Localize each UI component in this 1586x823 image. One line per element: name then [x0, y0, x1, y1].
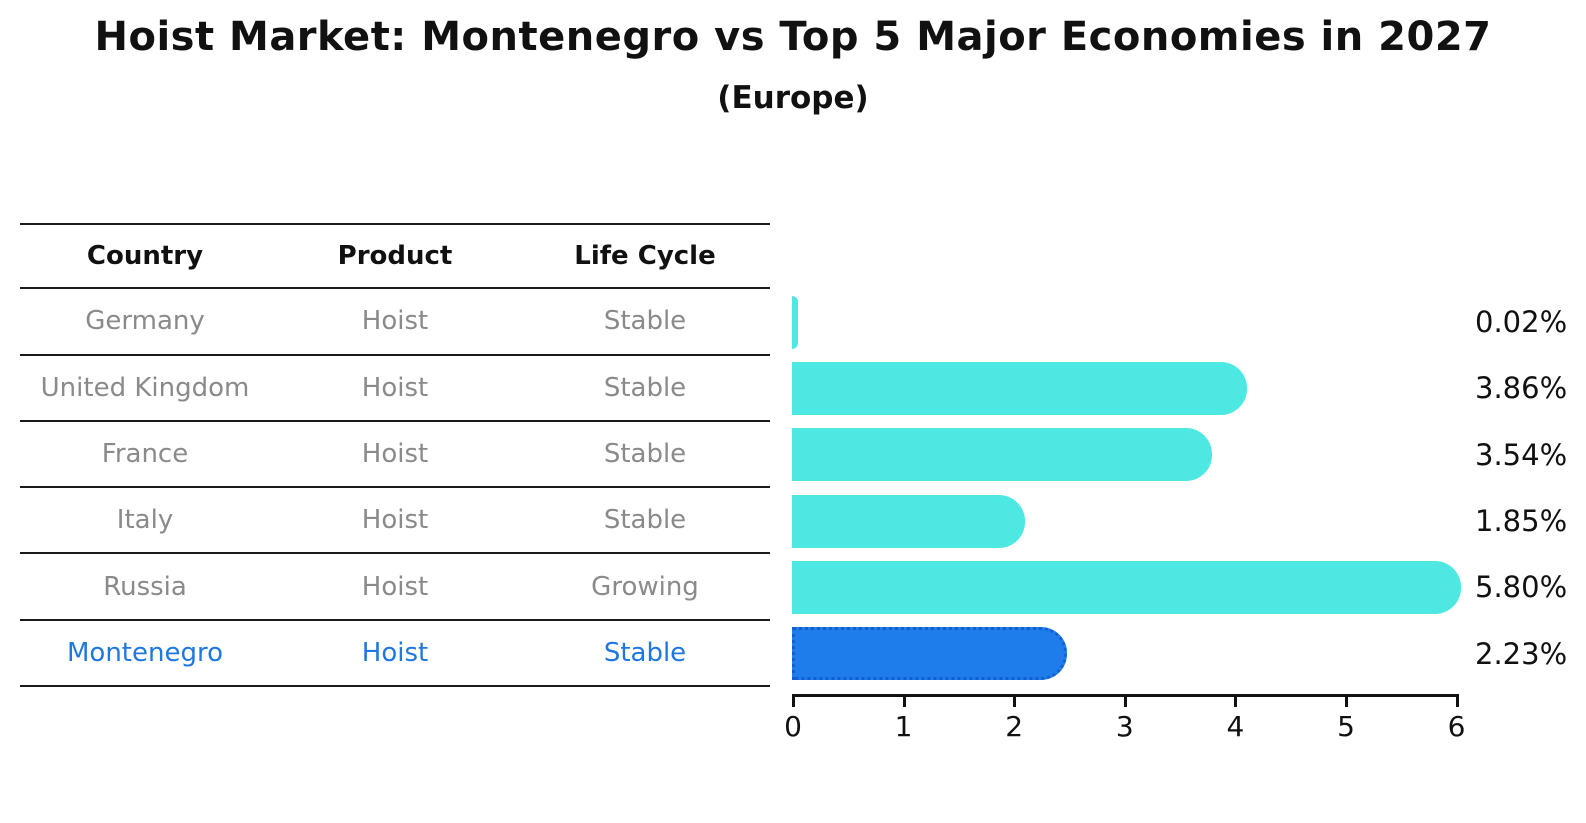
bar-value-label: 3.54%: [1475, 437, 1568, 472]
x-axis-tick: [1345, 697, 1348, 707]
table-cell-lifecycle: Stable: [603, 372, 687, 403]
table-cell-country: Italy: [116, 505, 174, 536]
country-table: Country Product Life Cycle Germany Hoist…: [20, 223, 770, 688]
table-cell-lifecycle: Stable: [603, 505, 687, 536]
x-axis-tick-label: 2: [1005, 710, 1024, 743]
table-row: Russia Hoist Growing: [20, 554, 770, 621]
table-row: United Kingdom Hoist Stable: [20, 356, 770, 422]
table-cell-lifecycle: Stable: [603, 439, 687, 470]
x-axis-tick-label: 1: [894, 710, 913, 743]
bar-value-label: 5.80%: [1475, 570, 1568, 605]
x-axis-tick: [792, 697, 795, 707]
table-header-lifecycle: Life Cycle: [574, 241, 716, 272]
x-axis-tick-label: 5: [1337, 710, 1355, 743]
table-cell-product: Hoist: [361, 306, 429, 337]
table-cell-product: Hoist: [361, 505, 429, 536]
chart-subtitle: (Europe): [717, 80, 869, 116]
x-axis-tick: [902, 697, 906, 707]
bar-united-kingdom: [792, 361, 1247, 415]
table-cell-country: France: [101, 439, 189, 470]
bar-value-label: 3.86%: [1475, 371, 1568, 406]
x-axis-tick: [1123, 697, 1127, 707]
x-axis-tick: [1455, 697, 1459, 707]
bar-germany: [792, 295, 798, 349]
table-body: Germany Hoist Stable United Kingdom Hois…: [20, 289, 770, 688]
table-row: France Hoist Stable: [20, 422, 770, 489]
table-cell-product: Hoist: [361, 439, 429, 470]
table-cell-lifecycle: Stable: [603, 637, 687, 668]
bar-montenegro: [792, 627, 1067, 681]
table-cell-product: Hoist: [361, 571, 429, 602]
bar-value-label: 0.02%: [1475, 305, 1568, 340]
bar-value-label: 1.85%: [1475, 504, 1568, 539]
table-cell-country: Montenegro: [66, 637, 223, 668]
table-cell-product: Hoist: [361, 637, 429, 668]
x-axis-tick-label: 0: [784, 710, 802, 743]
table-cell-lifecycle: Stable: [603, 306, 687, 337]
table-row: Germany Hoist Stable: [20, 289, 770, 356]
table-row: Montenegro Hoist Stable: [20, 621, 770, 688]
bar-russia: [792, 560, 1462, 614]
table-header-product: Product: [337, 241, 453, 272]
table-cell-country: United Kingdom: [40, 372, 250, 403]
x-axis-tick-label: 4: [1226, 710, 1245, 743]
bar-italy: [792, 494, 1025, 548]
x-axis-tick-label: 3: [1115, 710, 1134, 743]
table-cell-country: Russia: [103, 571, 187, 602]
table-header-country: Country: [86, 241, 204, 272]
table-cell-lifecycle: Growing: [591, 571, 699, 602]
table-header-row: Country Product Life Cycle: [20, 223, 770, 290]
bar-value-label: 2.23%: [1475, 636, 1568, 671]
chart-title: Hoist Market: Montenegro vs Top 5 Major …: [94, 14, 1492, 60]
x-axis-tick-label: 6: [1447, 710, 1466, 743]
table-cell-product: Hoist: [361, 372, 429, 403]
x-axis-tick: [1013, 697, 1017, 707]
bar-france: [792, 428, 1212, 482]
x-axis-tick: [1234, 697, 1238, 707]
table-row: Italy Hoist Stable: [20, 488, 770, 555]
table-cell-country: Germany: [85, 306, 205, 337]
x-axis-line: [792, 694, 1459, 697]
